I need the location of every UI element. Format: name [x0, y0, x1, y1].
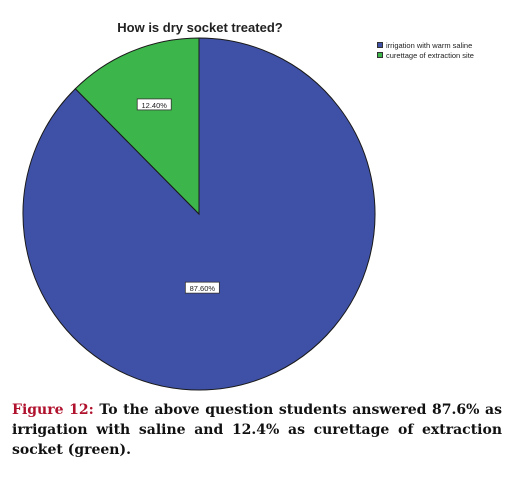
- legend-label-curettage: curettage of extraction site: [386, 50, 474, 60]
- slice-label-irrigation-box: [184, 281, 220, 294]
- slice-label-curettage-box: [136, 98, 172, 111]
- caption-label: Figure 12:: [12, 402, 94, 418]
- pie-chart: 87.60% 12.40%: [22, 37, 376, 391]
- slice-label-irrigation: 87.60%: [190, 284, 216, 293]
- caption-text: To the above question students answered …: [12, 402, 502, 458]
- chart-title: How is dry socket treated?: [117, 20, 283, 35]
- chart-area: How is dry socket treated? 87.60% 12.40% …: [22, 20, 474, 391]
- legend-item-irrigation: irrigation with warm saline: [377, 40, 474, 50]
- legend-swatch-irrigation: [377, 42, 383, 48]
- legend-swatch-curettage: [377, 52, 383, 58]
- slice-label-curettage: 12.40%: [141, 101, 167, 110]
- figure-caption: Figure 12: To the above question student…: [12, 400, 502, 460]
- pie-slice-curettage: [74, 37, 200, 216]
- slice-label-irrigation-group: 87.60%: [184, 281, 220, 294]
- legend: irrigation with warm saline curettage of…: [377, 40, 474, 60]
- legend-item-curettage: curettage of extraction site: [377, 50, 474, 60]
- slice-label-curettage-group: 12.40%: [136, 98, 172, 111]
- legend-label-irrigation: irrigation with warm saline: [386, 40, 473, 50]
